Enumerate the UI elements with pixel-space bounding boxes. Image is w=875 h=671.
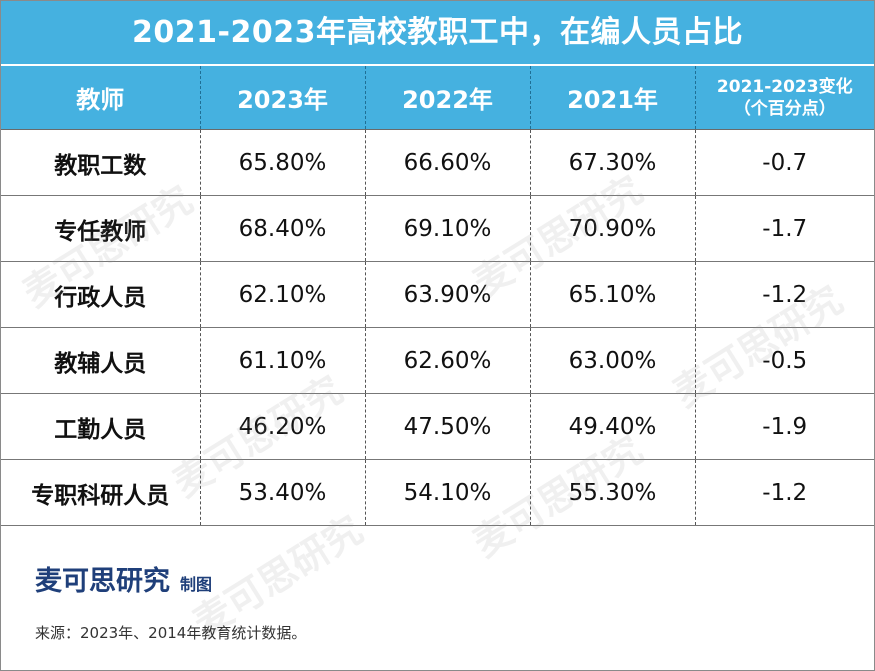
value-cell: 70.90%	[530, 195, 696, 262]
value-cell: 63.00%	[530, 327, 696, 394]
made-by-label: 制图	[180, 575, 213, 594]
value-cell: 66.60%	[365, 129, 531, 196]
table-row: 专任教师 68.40% 69.10% 70.90% -1.7	[1, 195, 874, 262]
value-cell: 65.80%	[200, 129, 366, 196]
value-cell: 54.10%	[365, 459, 531, 526]
value-cell: 63.90%	[365, 261, 531, 328]
table-row: 行政人员 62.10% 63.90% 65.10% -1.2	[1, 261, 874, 328]
change-cell: -1.2	[695, 459, 874, 526]
column-header: 2022年	[365, 66, 531, 130]
table-row: 教职工数 65.80% 66.60% 67.30% -0.7	[1, 129, 874, 196]
table-wrap: 麦可思研究 麦可思研究 麦可思研究 麦可思研究 麦可思研究 教师 2023年 2…	[1, 66, 874, 565]
brand-label: 麦可思研究 制图	[35, 559, 212, 598]
table-row: 工勤人员 46.20% 47.50% 49.40% -1.9	[1, 393, 874, 460]
value-cell: 49.40%	[530, 393, 696, 460]
data-table: 教师 2023年 2022年 2021年 2021-2023变化 （个百分点） …	[1, 66, 874, 526]
row-label: 专职科研人员	[1, 459, 201, 526]
change-cell: -0.5	[695, 327, 874, 394]
table-row: 教辅人员 61.10% 62.60% 63.00% -0.5	[1, 327, 874, 394]
header-row: 教师 2023年 2022年 2021年 2021-2023变化 （个百分点）	[1, 66, 874, 130]
change-header-line2: （个百分点）	[733, 98, 836, 119]
value-cell: 55.30%	[530, 459, 696, 526]
column-header: 教师	[1, 66, 201, 130]
change-cell: -1.7	[695, 195, 874, 262]
source-note: 来源：2023年、2014年教育统计数据。	[35, 624, 307, 642]
change-cell: -1.2	[695, 261, 874, 328]
value-cell: 62.10%	[200, 261, 366, 328]
value-cell: 53.40%	[200, 459, 366, 526]
row-label: 行政人员	[1, 261, 201, 328]
value-cell: 67.30%	[530, 129, 696, 196]
row-label: 教辅人员	[1, 327, 201, 394]
value-cell: 61.10%	[200, 327, 366, 394]
value-cell: 68.40%	[200, 195, 366, 262]
value-cell: 69.10%	[365, 195, 531, 262]
row-label: 工勤人员	[1, 393, 201, 460]
table-body: 教职工数 65.80% 66.60% 67.30% -0.7 专任教师 68.40% 69.1…	[1, 129, 874, 526]
value-cell: 47.50%	[365, 393, 531, 460]
footer: 麦可思研究 麦可思研究 制图 来源：2023年、2014年教育统计数据。	[1, 507, 874, 670]
value-cell: 46.20%	[200, 393, 366, 460]
change-cell: -0.7	[695, 129, 874, 196]
value-cell: 62.60%	[365, 327, 531, 394]
row-label: 专任教师	[1, 195, 201, 262]
column-header: 2021年	[530, 66, 696, 130]
value-cell: 65.10%	[530, 261, 696, 328]
row-label: 教职工数	[1, 129, 201, 196]
table-row: 专职科研人员 53.40% 54.10% 55.30% -1.2	[1, 459, 874, 526]
change-header-line1: 2021-2023变化	[716, 76, 853, 97]
chart-title: 2021-2023年高校教职工中，在编人员占比	[1, 1, 874, 66]
column-header-change: 2021-2023变化 （个百分点）	[695, 66, 874, 130]
brand-name: 麦可思研究	[35, 566, 170, 597]
change-cell: -1.9	[695, 393, 874, 460]
column-header: 2023年	[200, 66, 366, 130]
